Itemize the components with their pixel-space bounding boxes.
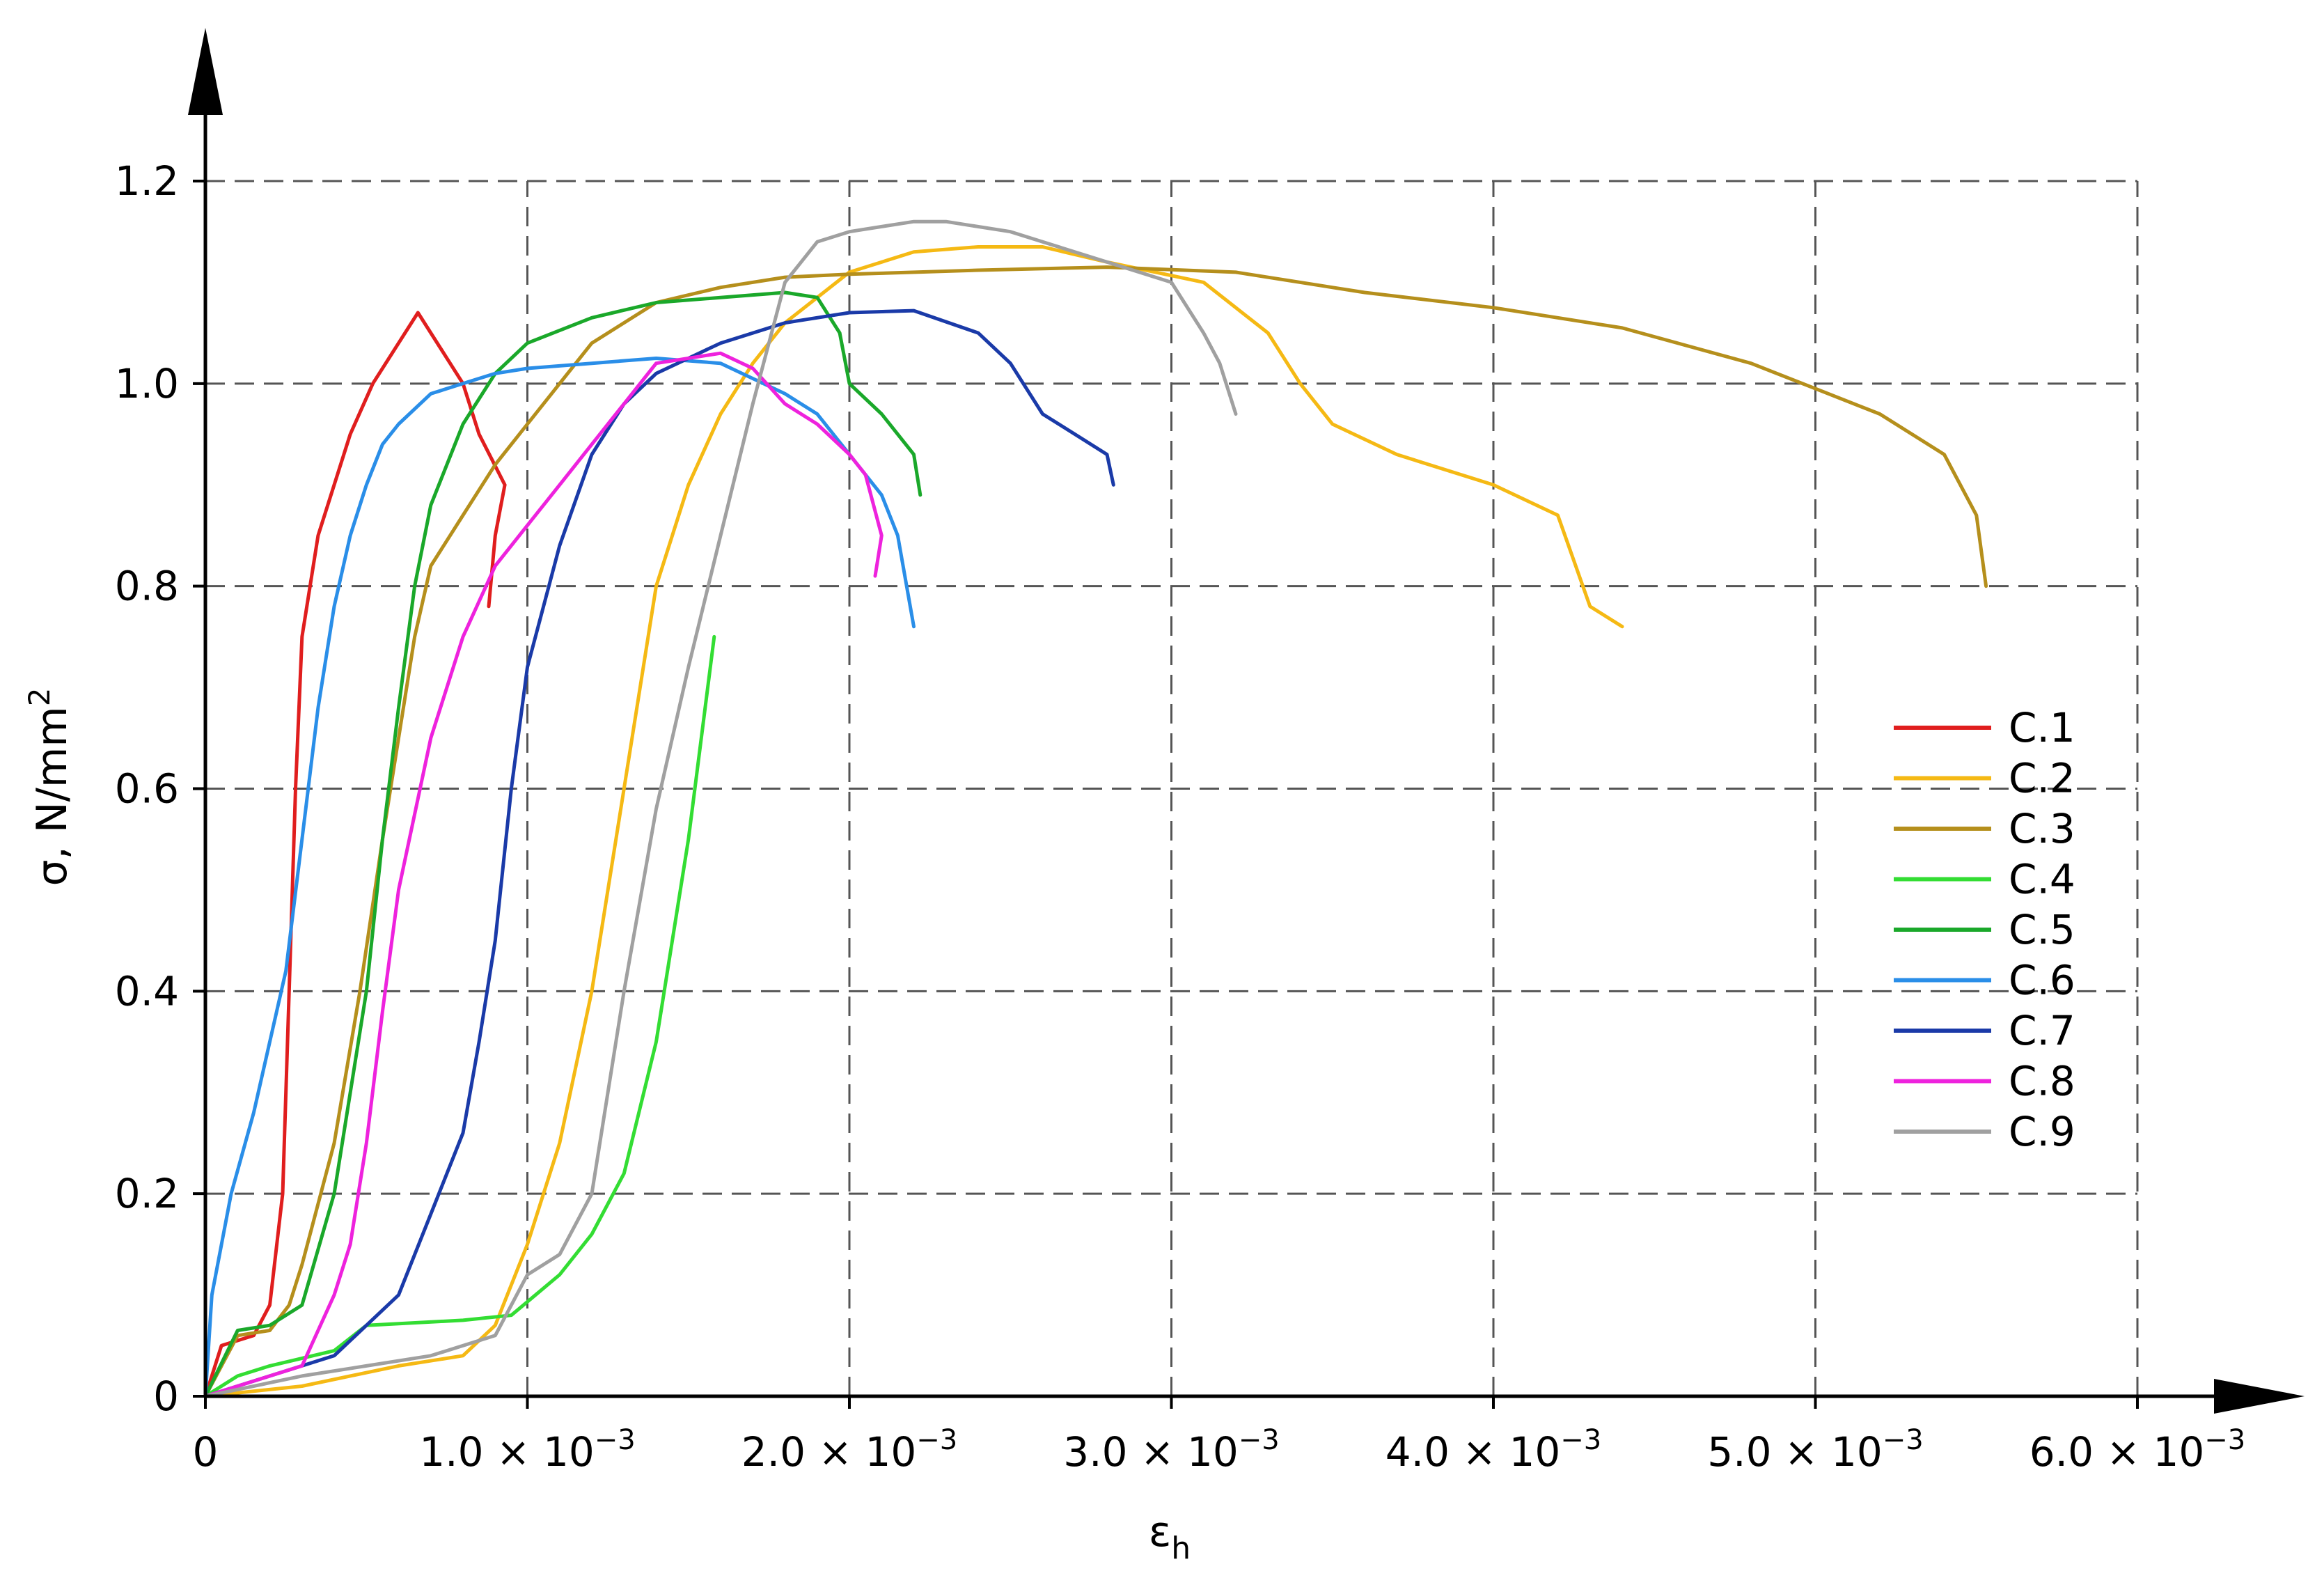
y-axis-arrow [188,28,223,115]
axes [188,28,2305,1414]
x-axis-arrow [2214,1379,2305,1414]
x-tick-label: 3.0 × 10−3 [1063,1424,1279,1476]
x-tick-label: 1.0 × 10−3 [419,1424,635,1476]
series-line-c-8 [203,351,884,1398]
x-tick-label: 4.0 × 10−3 [1385,1424,1601,1476]
series-line-c-3 [203,265,1988,1398]
x-tick-label: 6.0 × 10−3 [2029,1424,2245,1476]
series-line-c-9 [203,219,1238,1398]
legend: C.1C.2C.3C.4C.5C.6C.7C.8C.9 [1894,704,2075,1155]
y-tick-label: 0.8 [115,563,179,610]
legend-label: C.8 [2009,1058,2075,1105]
legend-label: C.6 [2009,957,2075,1004]
series-line-c-2 [203,245,1624,1398]
ticks: 0 0.2 0.4 0.6 0.8 1.0 1.2 0 1.0 × 10−3 2.0 × 10−3… [115,157,2245,1476]
y-tick-label: 1.0 [115,360,179,407]
legend-label: C.5 [2009,906,2075,953]
x-axis-title-subscript: h [1171,1531,1191,1566]
legend-label: C.1 [2009,704,2075,751]
legend-label: C.2 [2009,755,2075,802]
y-tick-label: 0.2 [115,1170,179,1217]
y-axis-title-superscript: 2 [22,688,56,707]
legend-label: C.3 [2009,805,2075,852]
series-lines [203,219,1988,1398]
series-line-c-4 [203,634,716,1398]
series-line-c-1 [203,311,507,1398]
y-tick-label: 0.4 [115,967,179,1015]
y-tick-label: 0 [153,1373,179,1420]
legend-label: C.9 [2009,1108,2075,1155]
series-line-c-7 [203,308,1115,1398]
legend-label: C.4 [2009,856,2075,903]
y-tick-label: 0.6 [115,765,179,813]
x-axis-title: εh [1149,1508,1191,1566]
series-line-c-6 [203,357,916,1398]
y-tick-label: 1.2 [115,157,179,205]
grid [205,180,2139,1396]
legend-label: C.7 [2009,1007,2075,1054]
y-axis-title: σ, N/mm2 [22,688,77,886]
x-tick-label: 2.0 × 10−3 [741,1424,957,1476]
x-tick-label: 5.0 × 10−3 [1707,1424,1923,1476]
x-tick-label: 0 [193,1428,219,1476]
